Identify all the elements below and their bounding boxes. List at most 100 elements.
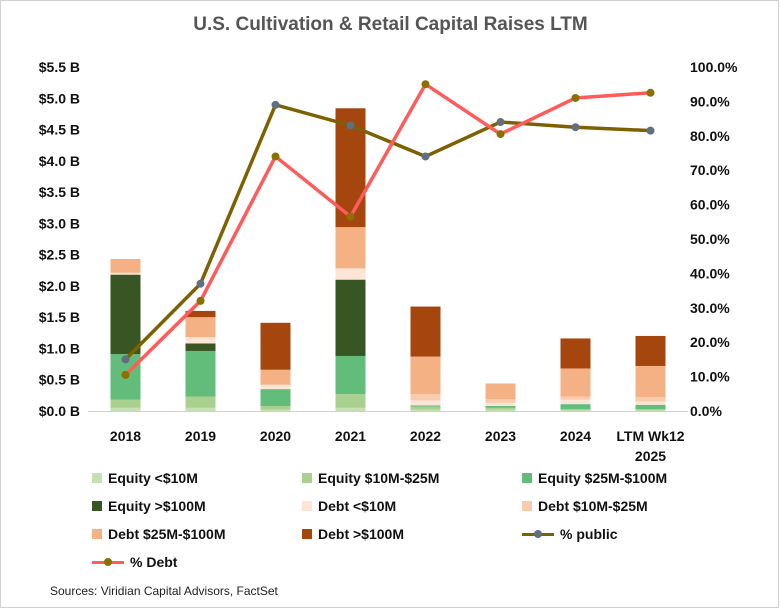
legend-label: % public: [560, 526, 618, 542]
bar-segment: [635, 404, 666, 410]
x-tick-label: 2020: [260, 428, 291, 444]
legend-swatch: [522, 501, 532, 511]
bar-segment: [185, 337, 216, 344]
bar-segment: [185, 343, 216, 351]
line-marker: [496, 118, 505, 127]
bar-segment: [485, 409, 516, 411]
y-left-tick-label: $4.0 B: [39, 153, 80, 169]
line-marker: [421, 80, 430, 89]
line-marker: [196, 296, 205, 305]
bar-segment: [635, 409, 666, 411]
legend-label: Equity <$10M: [108, 470, 198, 486]
bar-segment: [260, 409, 291, 411]
bar-segment: [335, 407, 366, 411]
bar-segment: [185, 350, 216, 397]
y-left-tick-label: $5.5 B: [39, 59, 80, 75]
legend-label: Equity $25M-$100M: [538, 470, 668, 486]
x-tick-label: 2023: [485, 428, 516, 444]
legend-item-debt-10m-25m: Debt $10M-$25M: [522, 498, 648, 514]
y-left-tick-label: $0.0 B: [39, 403, 80, 419]
bar-segment: [560, 409, 591, 411]
line-marker: [421, 152, 430, 161]
x-tick-label: 2018: [110, 428, 141, 444]
y-left-tick-label: $2.5 B: [39, 247, 80, 263]
bar-segment: [185, 317, 216, 338]
legend-item-equity-lt10m: Equity <$10M: [92, 470, 198, 486]
y-right-tick-label: 60.0%: [690, 197, 730, 213]
line-series: [124, 81, 651, 377]
y-right-tick-label: 40.0%: [690, 265, 730, 281]
legend-label: Debt >$100M: [318, 526, 404, 542]
line-marker: [346, 212, 355, 221]
y-left-tick-label: $3.5 B: [39, 184, 80, 200]
y-right-tick-label: 90.0%: [690, 93, 730, 109]
bar-segment: [560, 368, 591, 397]
legend-item-pct-public: % public: [522, 526, 618, 542]
bar-segment: [110, 407, 141, 411]
bar-segment: [560, 338, 591, 369]
legend-swatch: [92, 529, 102, 539]
y-left-tick-label: $0.5 B: [39, 372, 80, 388]
bar-segment: [260, 322, 291, 370]
legend-label: % Debt: [130, 554, 178, 570]
bar-segment: [410, 405, 441, 407]
chart-title: U.S. Cultivation & Retail Capital Raises…: [193, 14, 588, 35]
bar-segment: [410, 306, 441, 357]
bar-segment: [485, 402, 516, 406]
bar-segment: [635, 410, 666, 411]
chart-plot: $0.0 B $0.5 B $1.0 B $1.5 B $2.0 B $2.5 B $3.0…: [39, 59, 738, 464]
legend-swatch: [302, 501, 312, 511]
bar-segment: [335, 268, 366, 280]
legend-label: Debt $10M-$25M: [538, 498, 648, 514]
y-right-tick-label: 100.0%: [690, 59, 738, 75]
line-marker: [346, 121, 355, 130]
bar-segment: [560, 410, 591, 411]
bar-segment: [410, 394, 441, 401]
legend-item-debt-lt10m: Debt <$10M: [302, 498, 396, 514]
legend-item-debt-25m-100m: Debt $25M-$100M: [92, 526, 226, 542]
bar-segment: [635, 397, 666, 402]
bar-segment: [335, 227, 366, 269]
y-left-tick-label: $1.5 B: [39, 309, 80, 325]
line-series: [124, 102, 651, 361]
legend-label: Equity >$100M: [108, 498, 206, 514]
bar-segment: [485, 383, 516, 400]
y-left-tick-label: $2.0 B: [39, 278, 80, 294]
bar-segment: [260, 384, 291, 390]
x-tick-label: 2019: [185, 428, 216, 444]
legend-label: Debt <$10M: [318, 498, 397, 514]
bar-segment: [110, 399, 141, 408]
bar-segment: [185, 310, 216, 318]
bar-segment: [485, 407, 516, 410]
bar-segment: [260, 405, 291, 410]
legend-swatch: [92, 501, 102, 511]
legend-swatch: [92, 473, 102, 483]
bar-segment: [560, 404, 591, 410]
bar-segment: [410, 406, 441, 410]
legend-label: Equity $10M-$25M: [318, 470, 440, 486]
bar-segment: [260, 389, 291, 406]
bar-segment: [410, 400, 441, 406]
legend-label: Debt $25M-$100M: [108, 526, 226, 542]
bar-segment: [335, 355, 366, 395]
x-tick-label: 2024: [560, 428, 591, 444]
y-right-tick-label: 0.0%: [690, 403, 722, 419]
bar-segment: [410, 409, 441, 411]
bar-segment: [185, 407, 216, 411]
bar-segment: [635, 335, 666, 366]
legend-item-debt-gt100m: Debt >$100M: [302, 526, 404, 542]
y-left-tick-label: $5.0 B: [39, 90, 80, 106]
line-marker: [571, 123, 580, 132]
line-marker: [121, 355, 130, 364]
line-marker: [646, 88, 655, 97]
legend-item-equity-10m-25m: Equity $10M-$25M: [302, 470, 439, 486]
legend-line-swatch: [522, 528, 554, 540]
y-left-tick-label: $1.0 B: [39, 340, 80, 356]
source-note: Sources: Viridian Capital Advisors, Fact…: [50, 584, 278, 598]
legend-swatch: [302, 529, 312, 539]
x-tick-label: 2022: [410, 428, 441, 444]
legend-line-swatch: [92, 556, 124, 568]
bar-segment: [410, 356, 441, 395]
bar-segment: [635, 401, 666, 405]
